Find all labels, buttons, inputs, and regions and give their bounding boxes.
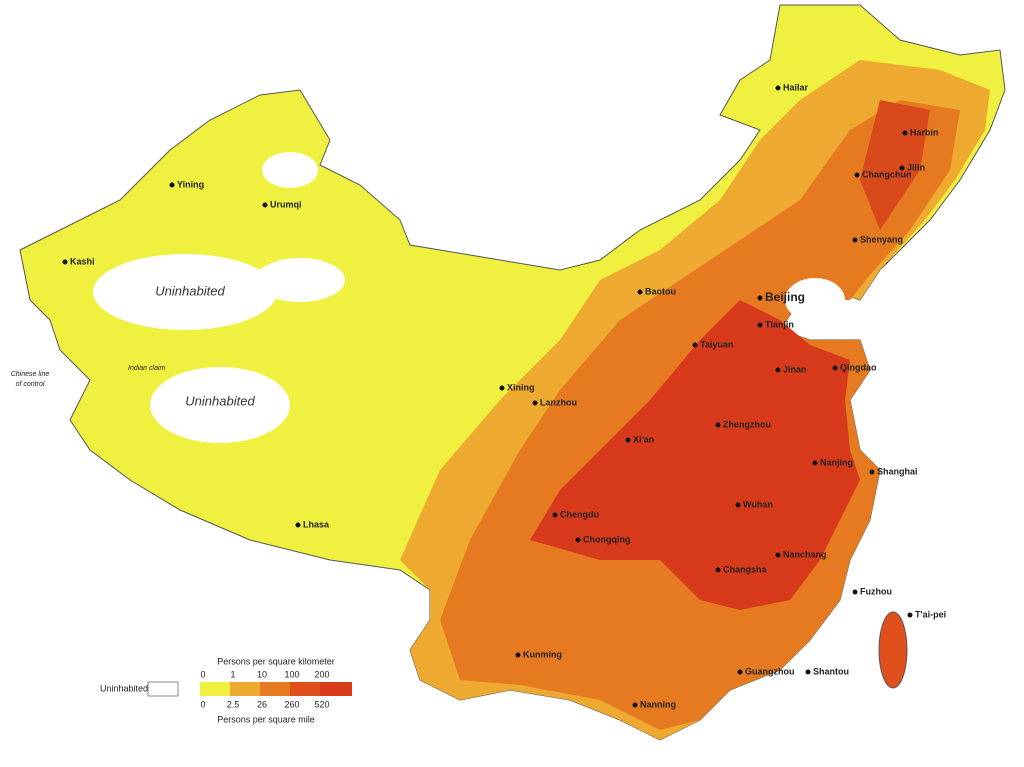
region-label: Uninhabited <box>185 393 255 408</box>
legend-title: Persons per square kilometer <box>217 656 335 666</box>
city-label: Beijing <box>765 290 805 304</box>
city-dot <box>899 165 905 171</box>
city-dot <box>532 400 538 406</box>
city-label: Wuhan <box>743 499 773 509</box>
legend-tick: 10 <box>257 669 267 679</box>
legend-label: Uninhabited <box>100 683 148 693</box>
city-dot <box>775 85 781 91</box>
city-dot <box>632 702 638 708</box>
legend-tick: 0 <box>200 699 205 709</box>
uninhabited-area <box>262 152 318 188</box>
legend-swatch <box>290 682 320 696</box>
city-label: Xi'an <box>633 434 654 444</box>
uninhabited-area <box>150 367 290 443</box>
legend-tick: 260 <box>284 699 299 709</box>
country-shapes <box>19 4 1006 741</box>
city-label: Chengdu <box>560 509 599 519</box>
city-dot <box>515 652 521 658</box>
city-dot <box>625 437 631 443</box>
city-dot <box>907 612 913 618</box>
legend-tick: 26 <box>257 699 267 709</box>
city-label: Qingdao <box>840 362 877 372</box>
city-dot <box>552 512 558 518</box>
city-label: Lhasa <box>303 519 330 529</box>
region-label: Uninhabited <box>155 283 225 298</box>
city-dot <box>499 385 505 391</box>
city-dot <box>715 567 721 573</box>
annotation: Indian claim <box>128 365 166 372</box>
city-dot <box>852 237 858 243</box>
city-label: Zhengzhou <box>723 419 771 429</box>
city-dot <box>854 172 860 178</box>
city-label: Changsha <box>723 564 768 574</box>
city-dot <box>832 365 838 371</box>
city-label: Chongqing <box>583 534 630 544</box>
city-dot <box>715 422 721 428</box>
city-dot <box>169 182 175 188</box>
city-label: Lanzhou <box>540 397 577 407</box>
legend-swatch <box>320 682 352 696</box>
city-label: Nanning <box>640 699 676 709</box>
city-dot <box>262 202 268 208</box>
legend-tick: 520 <box>314 699 329 709</box>
city-dot <box>757 295 763 301</box>
city-label: Shenyang <box>860 234 903 244</box>
density-very-high-ne <box>860 100 930 230</box>
city-label: Fuzhou <box>860 586 892 596</box>
city-label: Jinan <box>783 364 807 374</box>
city-label: Tianjin <box>765 319 794 329</box>
legend-tick: 1 <box>230 669 235 679</box>
city-dot <box>575 537 581 543</box>
city-label: Nanjing <box>820 457 853 467</box>
city-dot <box>62 259 68 265</box>
city-dot <box>902 130 908 136</box>
city-label: Hailar <box>783 82 809 92</box>
city-dot <box>737 669 743 675</box>
legend-tick: 0 <box>200 669 205 679</box>
density-very-high <box>530 300 860 610</box>
city-label: Kunming <box>523 649 562 659</box>
city-label: Jilin <box>907 162 925 172</box>
city-label: Changchun <box>862 169 912 179</box>
city-dot <box>735 502 741 508</box>
city-dot <box>757 322 763 328</box>
legend-swatch <box>147 681 179 697</box>
city-label: Shantou <box>813 666 849 676</box>
legend-swatch <box>230 682 260 696</box>
city-label: Nanchang <box>783 549 827 559</box>
city-label: Guangzhou <box>745 666 795 676</box>
legend-title: Persons per square mile <box>217 714 315 724</box>
legend-tick: 2.5 <box>227 699 240 709</box>
city-dot <box>775 552 781 558</box>
city-label: Kashi <box>70 256 95 266</box>
city-label: T'ai-pei <box>915 609 946 619</box>
city-label: Taiyuan <box>700 339 733 349</box>
sea <box>785 278 845 322</box>
city-label: Urumqi <box>270 199 302 209</box>
city-dot <box>637 289 643 295</box>
uninhabited-area <box>93 254 277 330</box>
city-label: Baotou <box>645 286 676 296</box>
city-dot <box>869 469 875 475</box>
city-dot <box>692 342 698 348</box>
city-label: Shanghai <box>877 466 918 476</box>
city-label: Xining <box>507 382 535 392</box>
annotation: Chinese line <box>11 371 50 378</box>
city-dot <box>295 522 301 528</box>
uninhabited-area <box>255 258 345 302</box>
city-label: Harbin <box>910 127 939 137</box>
legend-swatch <box>260 682 290 696</box>
legend-tick: 200 <box>314 669 329 679</box>
legend-swatch <box>200 682 230 696</box>
city-dot <box>852 589 858 595</box>
legend-tick: 100 <box>284 669 299 679</box>
city-dot <box>812 460 818 466</box>
annotation: of control <box>16 381 45 388</box>
city-dot <box>805 669 811 675</box>
city-dot <box>775 367 781 373</box>
legend: Uninhabited Persons per square kilometer… <box>100 656 352 724</box>
city-label: Yining <box>177 179 204 189</box>
taiwan <box>878 611 908 689</box>
